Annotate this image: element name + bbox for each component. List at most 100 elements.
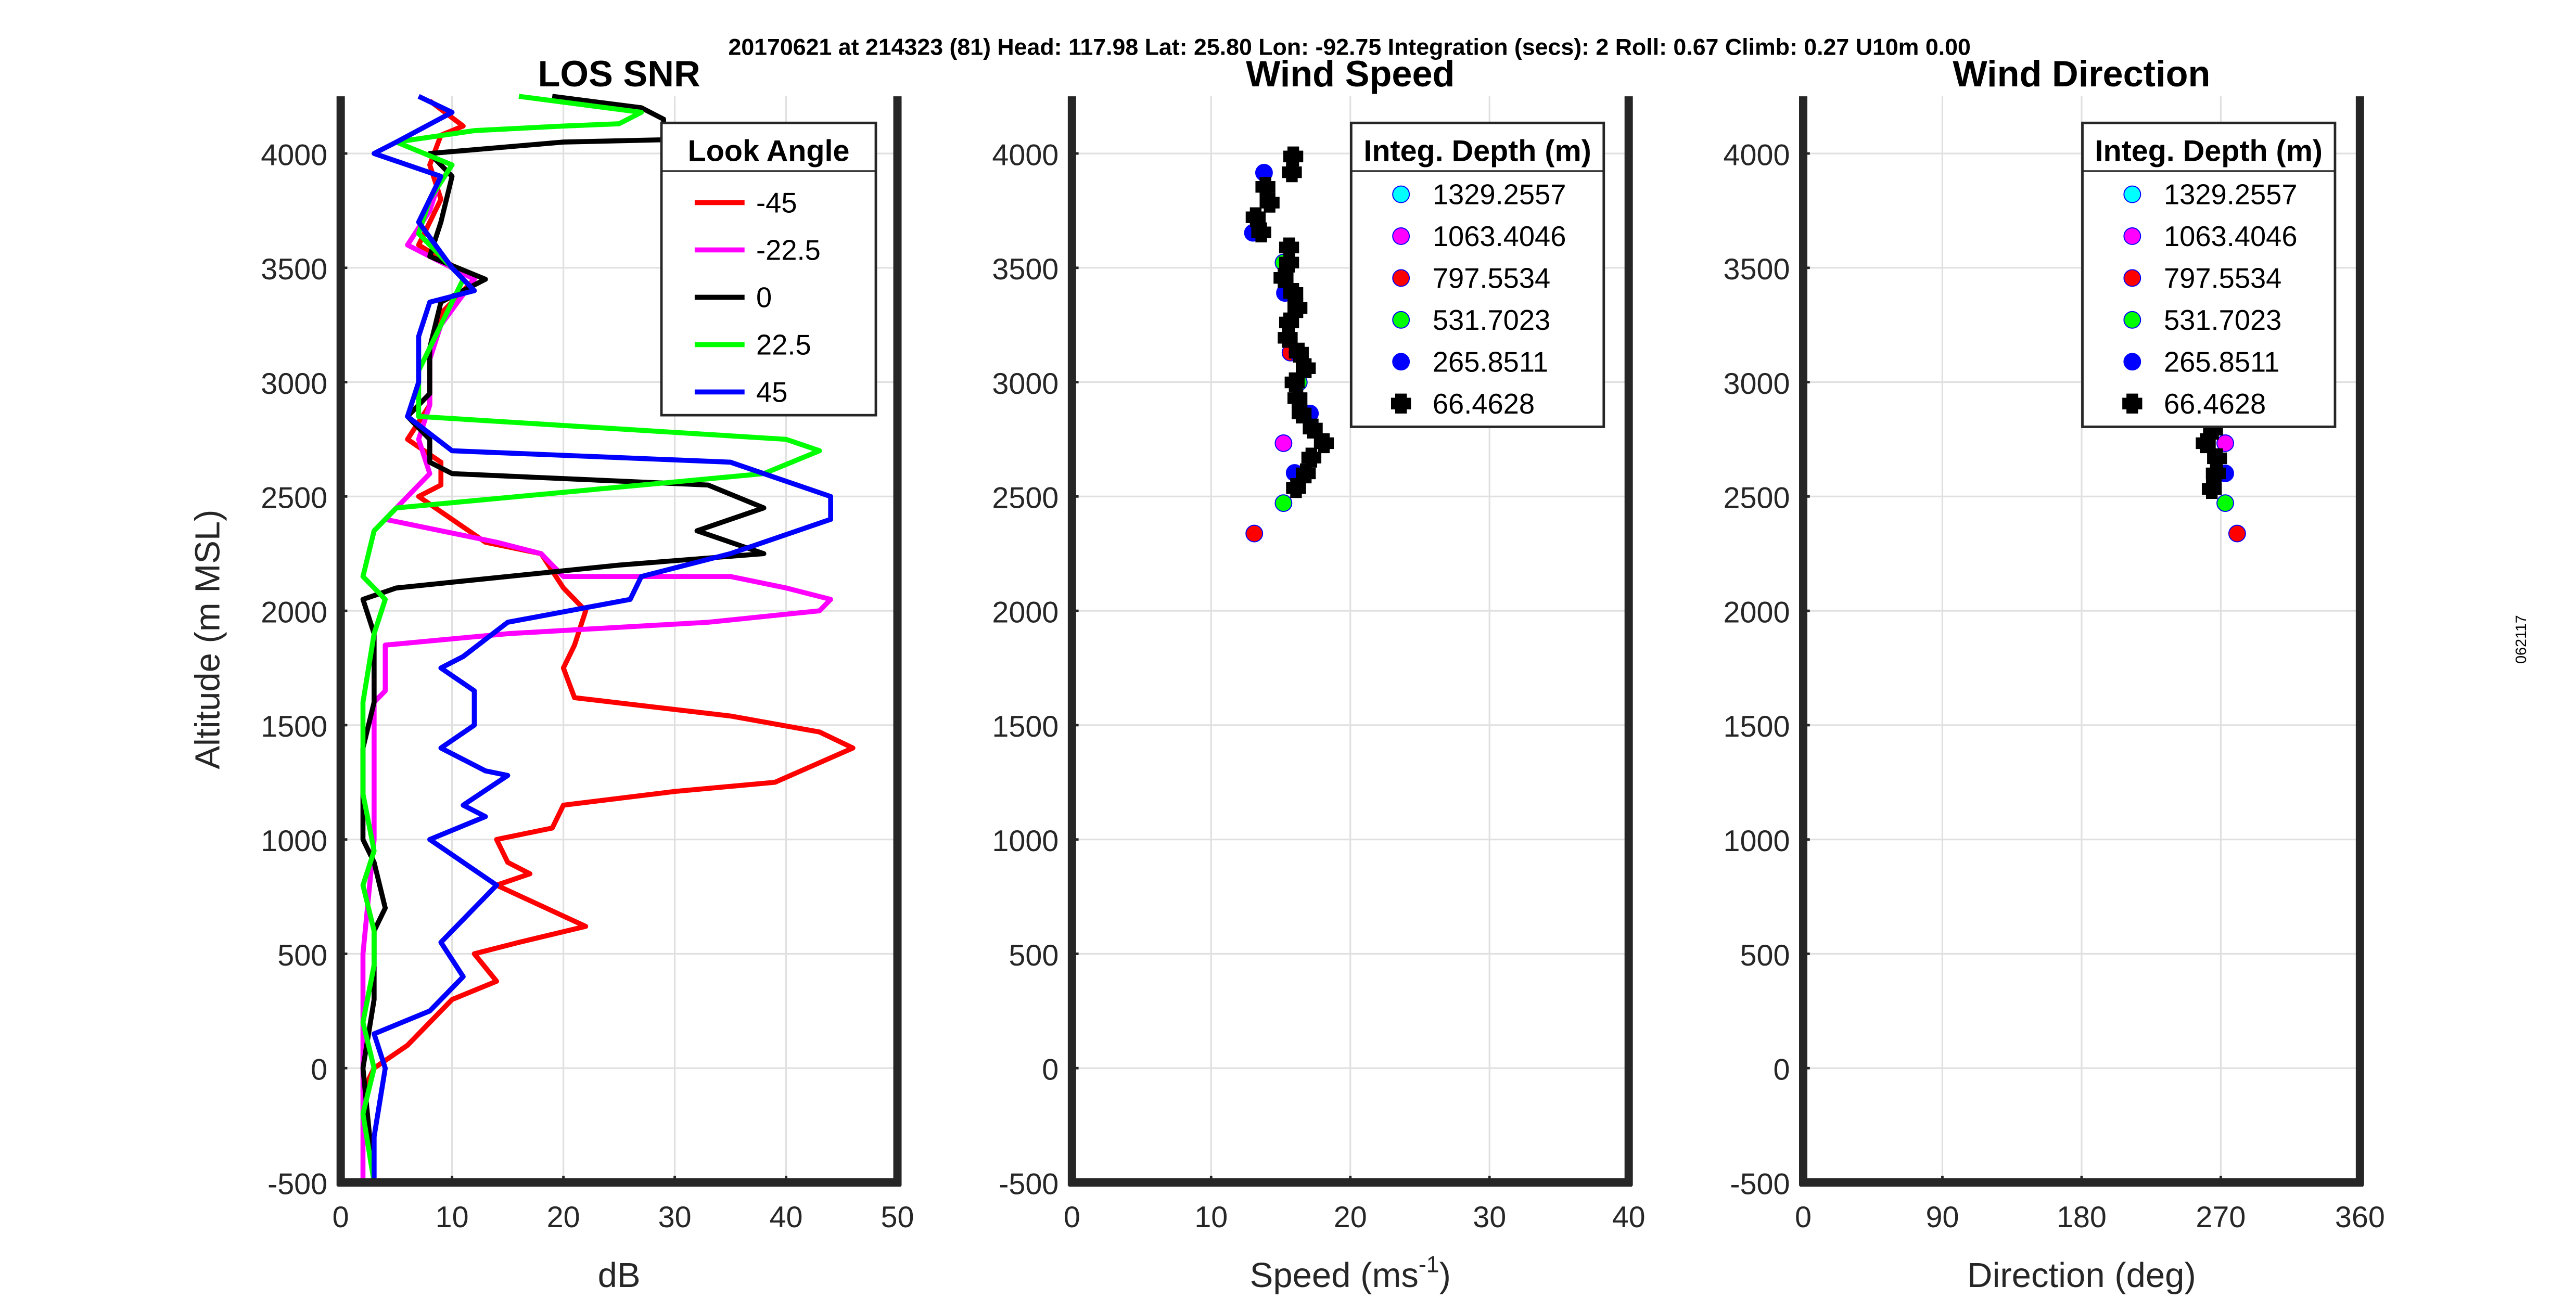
x-axis-label: dB — [598, 1256, 641, 1295]
y-tick-label: 1000 — [992, 825, 1059, 858]
data-point-66.4628 — [1251, 222, 1271, 242]
legend-marker — [1392, 269, 1410, 287]
marker-plus-v — [1283, 312, 1295, 333]
data-point-1063.4046 — [2216, 434, 2234, 452]
panel-title: Wind Speed — [1246, 53, 1455, 94]
x-axis-label: Direction (deg) — [1967, 1256, 2196, 1295]
legend-item-1063.4046: 1063.4046 — [1392, 221, 1566, 252]
marker-plus-v — [1307, 418, 1319, 439]
y-tick-label: 1000 — [261, 825, 327, 858]
y-tick-label: 3000 — [992, 367, 1059, 401]
legend-label: 1329.2557 — [1433, 179, 1566, 211]
legend-item-1329.2557: 1329.2557 — [1392, 179, 1566, 211]
data-point-66.4628 — [1287, 388, 1308, 408]
data-point-66.4628 — [1283, 283, 1304, 303]
legend-marker-plus-v — [1395, 393, 1407, 414]
legend-label: 797.5534 — [1433, 263, 1550, 294]
legend-marker — [2123, 353, 2141, 371]
data-point-66.4628 — [1273, 268, 1294, 288]
y-tick-label: 0 — [1773, 1053, 1790, 1087]
marker-plus-v — [1249, 207, 1262, 227]
x-tick-label: 40 — [1612, 1201, 1646, 1234]
x-tick-label: 20 — [547, 1201, 580, 1234]
panel-title: LOS SNR — [538, 53, 700, 94]
y-tick-label: 500 — [1740, 939, 1790, 972]
legend-item-797.5534: 797.5534 — [1392, 263, 1550, 294]
y-tick-label: 2500 — [992, 482, 1059, 515]
legend-label: 66.4628 — [2164, 388, 2266, 420]
legend-item-66.4628: 66.4628 — [1391, 388, 1535, 420]
legend-marker — [2123, 311, 2141, 329]
marker-plus-v — [1287, 146, 1299, 166]
legend-item-22.5: 22.5 — [694, 329, 811, 361]
x-tick-label: 20 — [1334, 1201, 1367, 1234]
data-point-1063.4046 — [1274, 434, 1293, 452]
marker-plus-v — [1283, 252, 1295, 273]
panels: 0 10 20 30 40 50-5000500100015002000250030003… — [261, 53, 2385, 1295]
legend-item-0: 0 — [694, 282, 772, 314]
panel-title: Wind Direction — [1953, 53, 2210, 94]
legend-item-1063.4046: 1063.4046 — [2123, 221, 2298, 252]
legend-title: Look Angle — [688, 135, 850, 168]
data-point-66.4628 — [1278, 328, 1298, 348]
marker-plus-v — [2200, 433, 2212, 454]
series-line-45 — [372, 94, 833, 1182]
y-tick-label: 2000 — [1724, 596, 1790, 629]
legend-item-797.5534: 797.5534 — [2123, 263, 2281, 294]
x-tick-label: 30 — [658, 1201, 692, 1234]
marker-plus-v — [1295, 403, 1308, 423]
y-axis-label: Altitude (m MSL) — [188, 509, 227, 769]
data-point-66.4628 — [1282, 162, 1302, 183]
data-point-66.4628 — [1279, 237, 1299, 258]
y-tick-label: 1500 — [261, 710, 327, 743]
legend-marker — [2123, 227, 2141, 245]
x-axis-label-text: Direction (deg) — [1967, 1256, 2196, 1295]
data-point-66.4628 — [1289, 342, 1309, 363]
y-tick-label: 0 — [1042, 1053, 1059, 1087]
legend-label: 265.8511 — [1433, 346, 1548, 378]
y-tick-label: 1000 — [1724, 825, 1790, 858]
y-tick-label: 3000 — [261, 367, 327, 401]
legend-item-265.8511: 265.8511 — [1392, 346, 1548, 378]
legend-marker — [1392, 311, 1410, 329]
x-tick-label: 0 — [1795, 1201, 1812, 1234]
legend-marker — [1392, 353, 1410, 371]
legend-marker — [2123, 185, 2141, 203]
y-tick-label: 2000 — [992, 596, 1059, 629]
legend-item-531.7023: 531.7023 — [2123, 304, 2281, 336]
x-tick-label: 10 — [1194, 1201, 1228, 1234]
x-tick-label: 360 — [2335, 1201, 2385, 1234]
marker-plus-v — [1318, 433, 1330, 454]
x-tick-label: 30 — [1473, 1201, 1506, 1234]
data-point-66.4628 — [1286, 478, 1306, 498]
legend-label: -22.5 — [756, 235, 821, 266]
x-axis-label-superscript: -1 — [1419, 1252, 1439, 1277]
x-tick-label: 50 — [881, 1201, 914, 1234]
y-tick-label: -500 — [267, 1167, 327, 1201]
legend-title: Integ. Depth (m) — [1363, 135, 1591, 168]
y-tick-label: 4000 — [992, 138, 1059, 172]
legend-label: 531.7023 — [1433, 304, 1550, 336]
marker-plus-v — [2210, 463, 2222, 484]
x-axis-label-text: Speed (ms — [1250, 1256, 1419, 1295]
x-tick-label: 90 — [1925, 1201, 1959, 1234]
x-axis-label-text: dB — [598, 1256, 641, 1295]
series-line-22.5 — [360, 94, 822, 1183]
data-point-66.4628 — [1296, 358, 1316, 378]
x-tick-label: 180 — [2057, 1201, 2107, 1234]
marker-plus-v — [1291, 388, 1304, 408]
legend-title: Integ. Depth (m) — [2095, 135, 2323, 168]
legend-marker — [2123, 269, 2141, 287]
data-point-66.4628 — [1255, 177, 1276, 197]
marker-plus-v — [1278, 268, 1290, 288]
y-tick-label: 2000 — [261, 596, 327, 629]
legend-label: 1063.4046 — [2164, 221, 2298, 252]
data-point-66.4628 — [2196, 433, 2216, 454]
data-point-531.7023 — [1274, 494, 1293, 512]
legend-label: 0 — [756, 282, 772, 314]
marker-plus-v — [1259, 177, 1271, 197]
data-point-66.4628 — [1301, 447, 1322, 468]
marker-plus-v — [1264, 192, 1276, 213]
panel-2: 0 90 180 270 360-500050010001500200025003000… — [1724, 53, 2385, 1295]
x-tick-label: 40 — [770, 1201, 803, 1234]
